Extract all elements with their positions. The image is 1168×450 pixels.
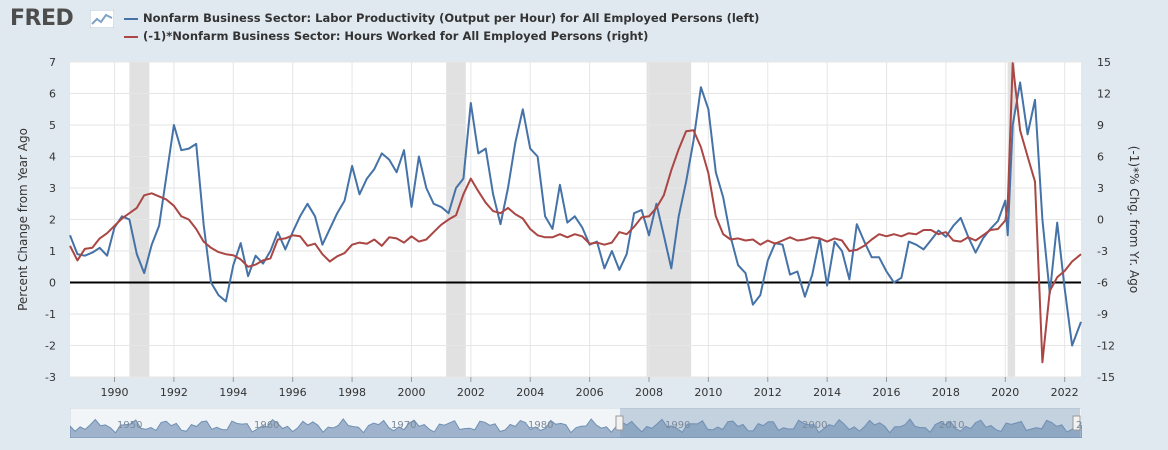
y-tick-label-right: -6	[1097, 277, 1108, 290]
x-tick-label: 1992	[160, 386, 188, 399]
line-chart: 7 15 6 12 5 9 4 6 3 3 2 0 1 -3 0 -6 -1 -9 -2 -12 -3 -15 1990 19…	[16, 56, 1141, 399]
x-tick-label: 2004	[516, 386, 544, 399]
y-tick-label-right: -15	[1097, 371, 1115, 384]
y-tick-label-left: -2	[45, 340, 56, 353]
y-tick-label-right: 12	[1097, 88, 1111, 101]
x-tick-label: 1998	[338, 386, 366, 399]
navigator-year-label: 2000	[802, 420, 827, 431]
y-tick-label-left: 5	[49, 119, 56, 132]
y-tick-label-left: 0	[49, 277, 56, 290]
y-tick-label-left: 2	[49, 214, 56, 227]
navigator-handle-right[interactable]	[1072, 415, 1081, 431]
chart-header: FRED Nonfarm Business Sector: Labor Prod…	[0, 0, 1168, 48]
x-tick-label: 2012	[754, 386, 782, 399]
y-tick-label-right: 6	[1097, 151, 1104, 164]
x-tick-label: 2016	[873, 386, 901, 399]
y-tick-label-right: 3	[1097, 182, 1104, 195]
y-tick-label-left: 6	[49, 88, 56, 101]
y-tick-label-left: 4	[49, 151, 56, 164]
navigator-year-label: 1960	[254, 420, 279, 431]
y-axis-label-right: (-1)*% Chg. from Yr. Ago	[1127, 146, 1141, 293]
x-tick-label: 2010	[694, 386, 722, 399]
x-tick-label: 1996	[279, 386, 307, 399]
series-line-productivity	[69, 81, 1082, 347]
navigator-year-label: 2020	[1076, 420, 1082, 431]
legend-label-hours: (-1)*Nonfarm Business Sector: Hours Work…	[143, 29, 649, 43]
legend-label-productivity: Nonfarm Business Sector: Labor Productiv…	[143, 11, 760, 25]
x-tick-label: 2018	[932, 386, 960, 399]
navigator-year-label: 1970	[391, 420, 416, 431]
x-tick-label: 2000	[397, 386, 425, 399]
x-tick-label: 2002	[457, 386, 485, 399]
y-tick-label-right: -9	[1097, 308, 1108, 321]
legend-swatch-hours	[124, 36, 138, 38]
y-axis-label-left: Percent Change from Year Ago	[16, 128, 30, 311]
x-tick-label: 2006	[576, 386, 604, 399]
x-tick-label: 2008	[635, 386, 663, 399]
navigator-year-label: 1980	[528, 420, 553, 431]
y-tick-label-left: 1	[49, 245, 56, 258]
y-tick-label-right: 15	[1097, 56, 1111, 69]
y-tick-label-right: 9	[1097, 119, 1104, 132]
y-tick-label-right: -3	[1097, 245, 1108, 258]
x-tick-label: 2014	[813, 386, 841, 399]
y-tick-label-right: -12	[1097, 340, 1115, 353]
navigator-year-label: 2010	[939, 420, 964, 431]
y-tick-label-left: -3	[45, 371, 56, 384]
series-line-hours	[69, 62, 1082, 364]
x-tick-label: 2020	[991, 386, 1019, 399]
navigator-series-area	[70, 418, 1082, 438]
y-tick-label-left: 3	[49, 182, 56, 195]
x-tick-label: 1990	[101, 386, 129, 399]
range-navigator[interactable]: 1950 1960 1970 1980 1990 2000 2010 2020	[70, 408, 1082, 438]
x-tick-label: 2022	[1051, 386, 1079, 399]
navigator-year-label: 1990	[665, 420, 690, 431]
x-tick-label: 1994	[219, 386, 247, 399]
y-tick-label-left: -1	[45, 308, 56, 321]
navigator-year-label: 1950	[117, 420, 142, 431]
legend-swatch-productivity	[124, 18, 138, 20]
y-tick-label-left: 7	[49, 56, 56, 69]
navigator-selection	[620, 408, 1080, 438]
fred-chart-icon	[90, 10, 114, 28]
y-tick-label-right: 0	[1097, 214, 1104, 227]
fred-logo[interactable]: FRED	[10, 6, 74, 31]
navigator-handle-left[interactable]	[615, 415, 624, 431]
